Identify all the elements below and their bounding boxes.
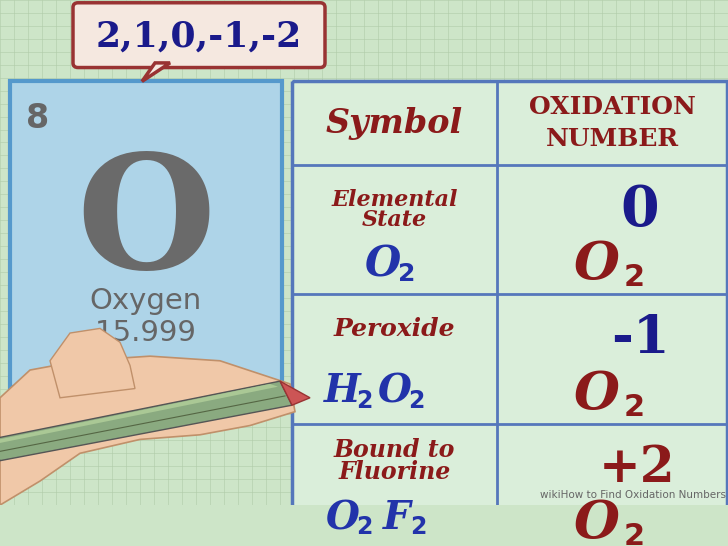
Text: 2: 2 [408, 389, 424, 413]
Text: 2: 2 [397, 262, 415, 286]
Text: O: O [365, 244, 400, 286]
Text: O: O [378, 372, 411, 410]
Text: O: O [574, 498, 620, 546]
Text: O: O [574, 239, 620, 290]
Text: OXIDATION
NUMBER: OXIDATION NUMBER [529, 95, 695, 151]
Polygon shape [0, 381, 292, 461]
Text: wikiHow to Find Oxidation Numbers: wikiHow to Find Oxidation Numbers [540, 490, 726, 500]
Text: O: O [76, 148, 215, 302]
Text: 15.999: 15.999 [95, 319, 197, 347]
Text: -1: -1 [611, 313, 669, 364]
Polygon shape [0, 356, 295, 505]
Text: O: O [574, 369, 620, 419]
Text: 2: 2 [623, 393, 644, 422]
Text: Elemental: Elemental [331, 189, 458, 211]
Text: 2: 2 [411, 515, 427, 539]
Text: 0: 0 [621, 183, 660, 239]
Text: 2,1,0,-1,-2: 2,1,0,-1,-2 [96, 20, 302, 54]
FancyBboxPatch shape [292, 81, 727, 546]
Text: +2: +2 [598, 443, 676, 492]
Text: O: O [325, 499, 360, 537]
Polygon shape [280, 381, 310, 405]
Text: 8: 8 [26, 102, 50, 135]
Polygon shape [142, 63, 170, 81]
Text: Oxygen: Oxygen [90, 287, 202, 314]
Text: Symbol: Symbol [326, 106, 463, 140]
Polygon shape [50, 328, 135, 398]
Polygon shape [0, 384, 278, 445]
Text: Fluorine: Fluorine [339, 460, 451, 484]
Text: Peroxide: Peroxide [333, 317, 455, 341]
FancyBboxPatch shape [10, 81, 282, 387]
Text: 2: 2 [356, 389, 373, 413]
FancyBboxPatch shape [73, 3, 325, 68]
Text: 2: 2 [356, 515, 373, 539]
Text: Bound to: Bound to [334, 437, 455, 461]
Text: 2: 2 [623, 263, 644, 292]
Text: State: State [362, 209, 427, 231]
Text: F: F [383, 499, 411, 537]
Text: 2: 2 [623, 522, 644, 546]
Text: H: H [324, 372, 361, 410]
